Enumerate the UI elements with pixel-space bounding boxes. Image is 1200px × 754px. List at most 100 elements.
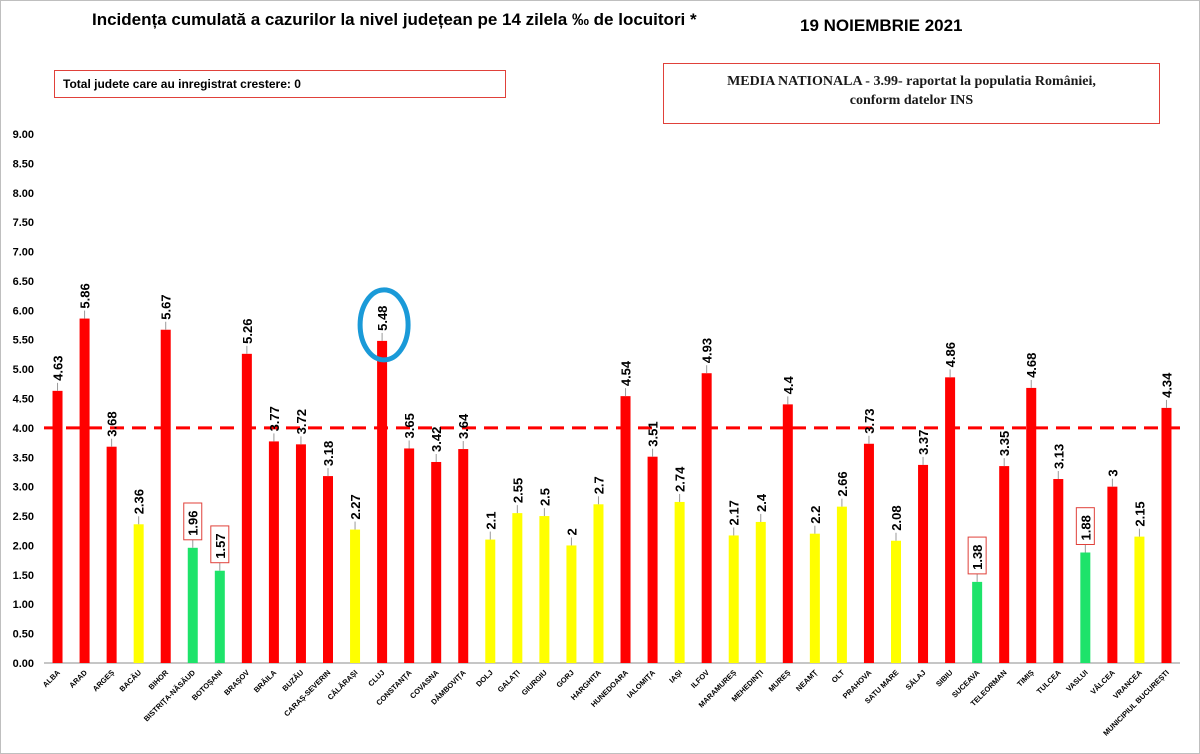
value-label: 2.36 — [132, 489, 147, 514]
bar — [214, 570, 225, 663]
x-tick-label: BRĂILA — [252, 668, 279, 695]
bar — [377, 340, 388, 663]
x-tick-label: SIBIU — [934, 668, 955, 689]
bar — [620, 396, 631, 663]
value-label: 3.65 — [402, 413, 417, 438]
y-tick-label: 8.00 — [13, 188, 34, 200]
x-tick-label: ILFOV — [689, 668, 711, 690]
y-tick-label: 0.00 — [13, 658, 34, 670]
highlight-ellipse — [357, 287, 411, 363]
value-label: 3.18 — [321, 441, 336, 466]
x-tick-label: GALAȚI — [496, 668, 522, 694]
bar — [1161, 407, 1172, 663]
national-average-box: MEDIA NATIONALA - 3.99- raportat la popu… — [663, 63, 1160, 124]
bar — [647, 456, 658, 663]
bar — [593, 504, 604, 663]
x-tick-label: TULCEA — [1035, 668, 1063, 696]
x-tick-label: MUREȘ — [767, 668, 793, 694]
value-label: 3.51 — [646, 421, 661, 446]
y-tick-label: 5.50 — [13, 335, 34, 347]
y-tick-label: 4.00 — [13, 423, 34, 435]
y-tick-label: 1.00 — [13, 599, 34, 611]
value-label-box — [183, 502, 203, 541]
y-tick-label: 6.00 — [13, 305, 34, 317]
value-label: 2.17 — [727, 500, 742, 525]
value-label-box — [1075, 507, 1095, 545]
bar — [52, 390, 63, 663]
x-tick-label: CLUJ — [366, 668, 386, 688]
value-label: 4.68 — [1024, 353, 1039, 378]
x-tick-label: DOLJ — [474, 668, 495, 689]
bar — [755, 521, 766, 663]
x-tick-label: ARGEȘ — [91, 668, 116, 693]
value-label: 4.4 — [781, 376, 796, 395]
y-tick-label: 8.50 — [13, 158, 34, 170]
y-tick-label: 1.50 — [13, 570, 34, 582]
x-tick-label: NEAMȚ — [794, 668, 820, 694]
value-label: 3.13 — [1051, 444, 1066, 469]
x-tick-label: ARAD — [67, 668, 89, 690]
national-average-line1: MEDIA NATIONALA - 3.99- raportat la popu… — [727, 74, 1096, 89]
x-tick-label: IAȘI — [667, 668, 684, 685]
bar — [566, 545, 577, 663]
bar — [350, 529, 361, 663]
bar — [458, 449, 469, 663]
value-label: 3.73 — [862, 408, 877, 433]
x-tick-label: IALOMIȚA — [625, 668, 657, 700]
bar — [187, 547, 198, 663]
value-label-box — [967, 536, 987, 575]
y-tick-label: 0.50 — [13, 629, 34, 641]
value-label: 5.48 — [375, 306, 390, 331]
value-label: 1.38 — [970, 545, 985, 570]
bar — [945, 377, 956, 663]
x-tick-label: ALBA — [41, 668, 63, 690]
value-label: 2.7 — [591, 476, 606, 494]
x-tick-label: TIMIȘ — [1015, 668, 1036, 689]
bar — [836, 506, 847, 663]
value-label: 3 — [1105, 469, 1120, 476]
value-label: 2.08 — [889, 505, 904, 530]
value-label: 4.63 — [51, 356, 66, 381]
x-tick-label: GIURGIU — [520, 668, 549, 697]
bar — [512, 513, 523, 663]
bar — [106, 446, 117, 663]
value-label: 3.72 — [294, 409, 309, 434]
bar — [809, 533, 820, 663]
y-tick-label: 2.00 — [13, 540, 34, 552]
y-tick-label: 2.50 — [13, 511, 34, 523]
value-label: 4.93 — [700, 338, 715, 363]
bar — [701, 373, 712, 663]
bar — [674, 501, 685, 663]
bar — [972, 581, 983, 663]
x-tick-label: OLT — [830, 668, 847, 685]
y-tick-label: 7.50 — [13, 217, 34, 229]
x-tick-label: CARAȘ-SEVERIN — [282, 668, 332, 718]
bar — [79, 318, 90, 663]
y-tick-label: 7.00 — [13, 247, 34, 259]
bar — [485, 539, 496, 663]
x-tick-label: VASLUI — [1064, 668, 1089, 693]
bar — [918, 464, 929, 663]
value-label-box — [210, 525, 230, 564]
x-tick-label: BUZĂU — [280, 668, 305, 693]
bar — [241, 353, 252, 663]
value-label: 3.68 — [105, 411, 120, 436]
y-tick-label: 5.00 — [13, 364, 34, 376]
value-label: 2.27 — [348, 494, 363, 519]
bar — [295, 444, 306, 663]
bar — [404, 448, 415, 663]
value-label: 3.77 — [267, 406, 282, 431]
x-tick-label: SĂLAJ — [904, 668, 928, 692]
bar — [1053, 479, 1064, 663]
value-label: 2.1 — [483, 511, 498, 529]
value-label: 4.54 — [619, 360, 634, 386]
y-tick-label: 3.00 — [13, 482, 34, 494]
bar — [999, 466, 1010, 663]
bar — [1134, 536, 1145, 663]
value-label: 1.96 — [186, 510, 201, 535]
bar — [728, 535, 739, 663]
value-label: 2.2 — [808, 506, 823, 524]
value-label: 2.4 — [754, 493, 769, 512]
y-tick-label: 9.00 — [13, 129, 34, 141]
